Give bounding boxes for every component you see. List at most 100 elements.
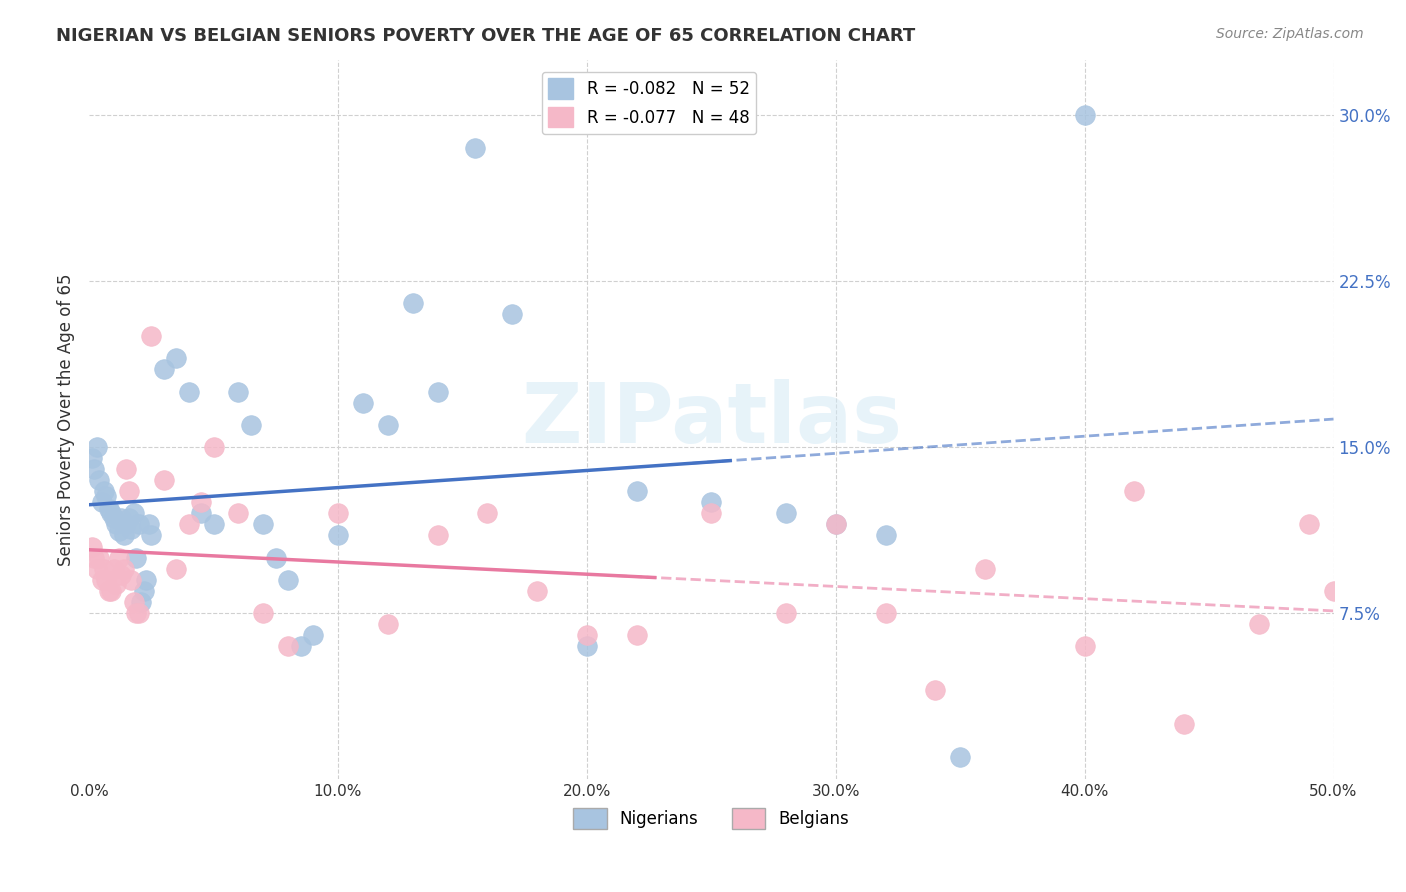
Point <box>87 473 110 487</box>
Point <box>426 528 449 542</box>
Point <box>90 573 112 587</box>
Point <box>83 550 105 565</box>
Point <box>277 573 299 587</box>
Point <box>105 517 128 532</box>
Point <box>228 384 250 399</box>
Point <box>252 606 274 620</box>
Point <box>98 502 121 516</box>
Point <box>949 749 972 764</box>
Point <box>108 550 131 565</box>
Point <box>924 683 946 698</box>
Point <box>141 528 163 542</box>
Point <box>974 562 997 576</box>
Point <box>177 384 200 399</box>
Point <box>138 517 160 532</box>
Point <box>1073 639 1095 653</box>
Text: NIGERIAN VS BELGIAN SENIORS POVERTY OVER THE AGE OF 65 CORRELATION CHART: NIGERIAN VS BELGIAN SENIORS POVERTY OVER… <box>56 27 915 45</box>
Point <box>290 639 312 653</box>
Point <box>277 639 299 653</box>
Point <box>228 506 250 520</box>
Point <box>626 628 648 642</box>
Point <box>875 528 897 542</box>
Point <box>110 568 132 582</box>
Point <box>501 307 523 321</box>
Point <box>326 528 349 542</box>
Point <box>96 489 118 503</box>
Point <box>80 540 103 554</box>
Point <box>239 417 262 432</box>
Point <box>824 517 846 532</box>
Point <box>83 462 105 476</box>
Point <box>575 639 598 653</box>
Point <box>824 517 846 532</box>
Point <box>190 506 212 520</box>
Point <box>112 562 135 576</box>
Point <box>875 606 897 620</box>
Point <box>108 524 131 538</box>
Legend: Nigerians, Belgians: Nigerians, Belgians <box>567 802 856 835</box>
Point <box>1173 716 1195 731</box>
Point <box>103 562 125 576</box>
Point <box>1073 108 1095 122</box>
Point <box>93 484 115 499</box>
Point <box>98 583 121 598</box>
Point <box>264 550 287 565</box>
Point <box>165 351 187 366</box>
Point <box>125 606 148 620</box>
Point <box>120 573 142 587</box>
Point <box>105 577 128 591</box>
Point <box>86 440 108 454</box>
Point <box>96 573 118 587</box>
Point <box>115 517 138 532</box>
Point <box>141 329 163 343</box>
Point <box>377 617 399 632</box>
Point <box>131 595 153 609</box>
Point <box>1247 617 1270 632</box>
Point <box>202 517 225 532</box>
Text: ZIPatlas: ZIPatlas <box>520 379 901 459</box>
Point <box>477 506 499 520</box>
Point <box>120 522 142 536</box>
Point <box>110 510 132 524</box>
Point <box>90 495 112 509</box>
Point <box>352 395 374 409</box>
Point <box>1123 484 1146 499</box>
Point <box>87 550 110 565</box>
Point <box>128 606 150 620</box>
Point <box>377 417 399 432</box>
Point <box>132 583 155 598</box>
Point <box>125 550 148 565</box>
Point <box>177 517 200 532</box>
Point <box>80 450 103 465</box>
Y-axis label: Seniors Poverty Over the Age of 65: Seniors Poverty Over the Age of 65 <box>58 273 75 566</box>
Point <box>401 296 423 310</box>
Point <box>112 528 135 542</box>
Point <box>115 462 138 476</box>
Point <box>775 606 797 620</box>
Point <box>152 362 174 376</box>
Point <box>118 510 141 524</box>
Point <box>775 506 797 520</box>
Point <box>100 583 122 598</box>
Point <box>252 517 274 532</box>
Point <box>86 562 108 576</box>
Point <box>700 495 723 509</box>
Point <box>152 473 174 487</box>
Point <box>302 628 325 642</box>
Point <box>426 384 449 399</box>
Point <box>626 484 648 499</box>
Text: Source: ZipAtlas.com: Source: ZipAtlas.com <box>1216 27 1364 41</box>
Point <box>202 440 225 454</box>
Point <box>575 628 598 642</box>
Point <box>1298 517 1320 532</box>
Point <box>464 141 486 155</box>
Point <box>122 595 145 609</box>
Point <box>700 506 723 520</box>
Point <box>128 517 150 532</box>
Point <box>326 506 349 520</box>
Point <box>190 495 212 509</box>
Point <box>135 573 157 587</box>
Point <box>93 562 115 576</box>
Point <box>118 484 141 499</box>
Point <box>122 506 145 520</box>
